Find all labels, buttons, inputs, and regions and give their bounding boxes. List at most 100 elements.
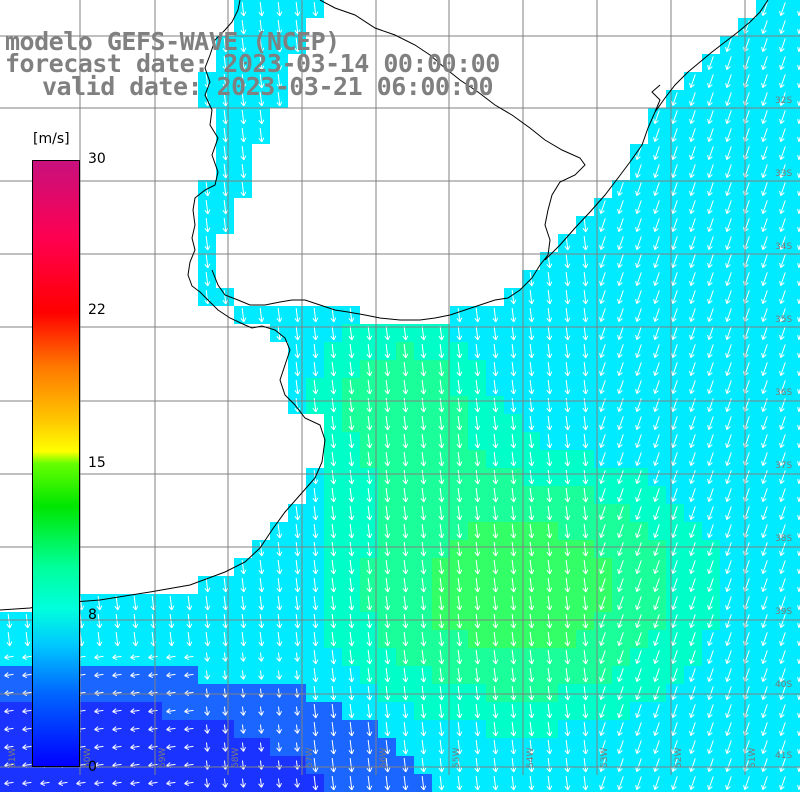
- wave-direction-arrow: [797, 568, 800, 574]
- wave-direction-arrow: [312, 631, 319, 647]
- wave-direction-arrow: [384, 487, 391, 503]
- wave-direction-arrow: [276, 595, 283, 611]
- wave-direction-arrow: [258, 724, 264, 734]
- wave-direction-arrow: [94, 672, 104, 679]
- wave-direction-arrow: [779, 668, 786, 682]
- wave-direction-arrow: [130, 726, 140, 733]
- wave-direction-arrow: [132, 613, 139, 629]
- wave-direction-arrow: [779, 722, 786, 736]
- wave-direction-arrow: [330, 577, 337, 593]
- wave-direction-arrow: [582, 379, 589, 395]
- wave-direction-arrow: [384, 523, 391, 539]
- wave-direction-arrow: [761, 182, 768, 196]
- wave-direction-arrow: [510, 469, 517, 485]
- wave-direction-arrow: [456, 451, 463, 467]
- wave-direction-arrow: [510, 289, 517, 305]
- wave-direction-arrow: [779, 344, 786, 358]
- wave-direction-arrow: [599, 524, 606, 538]
- wave-direction-arrow: [204, 595, 211, 611]
- wave-direction-arrow: [474, 685, 481, 701]
- wave-direction-arrow: [635, 416, 642, 430]
- wave-direction-arrow: [599, 488, 606, 502]
- wave-direction-arrow: [564, 415, 571, 431]
- wave-direction-arrow: [546, 307, 553, 323]
- wave-direction-arrow: [707, 560, 714, 574]
- wave-direction-arrow: [779, 434, 786, 448]
- wave-direction-arrow: [671, 110, 678, 124]
- wave-direction-arrow: [564, 613, 571, 629]
- wave-direction-arrow: [276, 37, 283, 53]
- wave-direction-arrow: [617, 758, 624, 772]
- wave-direction-arrow: [797, 100, 800, 106]
- wave-direction-arrow: [779, 128, 786, 142]
- wave-direction-arrow: [653, 632, 660, 646]
- wave-direction-arrow: [366, 433, 373, 449]
- wave-direction-arrow: [761, 632, 768, 646]
- wave-direction-arrow: [743, 776, 750, 790]
- wave-direction-arrow: [474, 451, 481, 467]
- wave-direction-arrow: [689, 632, 696, 646]
- wave-direction-arrow: [510, 361, 517, 377]
- wave-direction-arrow: [204, 778, 210, 788]
- wave-direction-arrow: [240, 145, 247, 161]
- wave-direction-arrow: [564, 667, 571, 683]
- wave-height-cell: [792, 594, 800, 612]
- wave-direction-arrow: [617, 506, 624, 520]
- wave-direction-arrow: [184, 780, 194, 787]
- wave-direction-arrow: [384, 595, 391, 611]
- wave-direction-arrow: [707, 362, 714, 376]
- wave-direction-arrow: [366, 757, 373, 773]
- wave-direction-arrow: [456, 667, 463, 683]
- wave-direction-arrow: [671, 686, 678, 700]
- wave-direction-arrow: [184, 654, 194, 661]
- wave-direction-arrow: [402, 631, 409, 647]
- wave-direction-arrow: [366, 721, 373, 737]
- wave-direction-arrow: [510, 667, 517, 683]
- wave-direction-arrow: [258, 307, 265, 323]
- wave-direction-arrow: [671, 254, 678, 268]
- wave-direction-arrow: [725, 686, 732, 700]
- wave-direction-arrow: [653, 596, 660, 610]
- wave-direction-arrow: [348, 757, 355, 773]
- wave-direction-arrow: [707, 758, 714, 772]
- wave-direction-arrow: [599, 758, 606, 772]
- wave-direction-arrow: [653, 200, 660, 214]
- wave-direction-arrow: [402, 649, 409, 665]
- wave-direction-arrow: [492, 649, 499, 665]
- wave-direction-arrow: [366, 343, 373, 359]
- wave-direction-arrow: [330, 739, 337, 755]
- wave-direction-arrow: [438, 433, 445, 449]
- wave-direction-arrow: [599, 344, 606, 358]
- wave-direction-arrow: [528, 595, 535, 611]
- wave-direction-arrow: [653, 344, 660, 358]
- wave-height-cell: [792, 270, 800, 288]
- wave-height-cell: [792, 198, 800, 216]
- wave-direction-arrow: [22, 744, 32, 751]
- wave-direction-arrow: [492, 595, 499, 611]
- wave-direction-arrow: [510, 649, 517, 665]
- wave-direction-arrow: [22, 780, 32, 787]
- wave-direction-arrow: [366, 649, 373, 665]
- wave-height-cell: [792, 234, 800, 252]
- wave-direction-arrow: [671, 200, 678, 214]
- wave-direction-arrow: [635, 182, 642, 196]
- wave-direction-arrow: [492, 631, 499, 647]
- wave-direction-arrow: [492, 361, 499, 377]
- wave-direction-arrow: [582, 217, 589, 233]
- wave-direction-arrow: [112, 744, 122, 751]
- wave-direction-arrow: [258, 559, 265, 575]
- wave-direction-arrow: [94, 654, 104, 661]
- wave-direction-arrow: [725, 596, 732, 610]
- wave-direction-arrow: [366, 361, 373, 377]
- wave-direction-arrow: [689, 614, 696, 628]
- wave-direction-arrow: [797, 586, 800, 592]
- wave-direction-arrow: [599, 632, 606, 646]
- wave-direction-arrow: [582, 505, 589, 521]
- wave-direction-arrow: [348, 667, 355, 683]
- wave-direction-arrow: [797, 46, 800, 52]
- wave-height-cell: [792, 576, 800, 594]
- wave-direction-arrow: [24, 613, 31, 629]
- wave-direction-arrow: [276, 541, 283, 557]
- wave-direction-arrow: [366, 523, 373, 539]
- wave-direction-arrow: [599, 308, 606, 322]
